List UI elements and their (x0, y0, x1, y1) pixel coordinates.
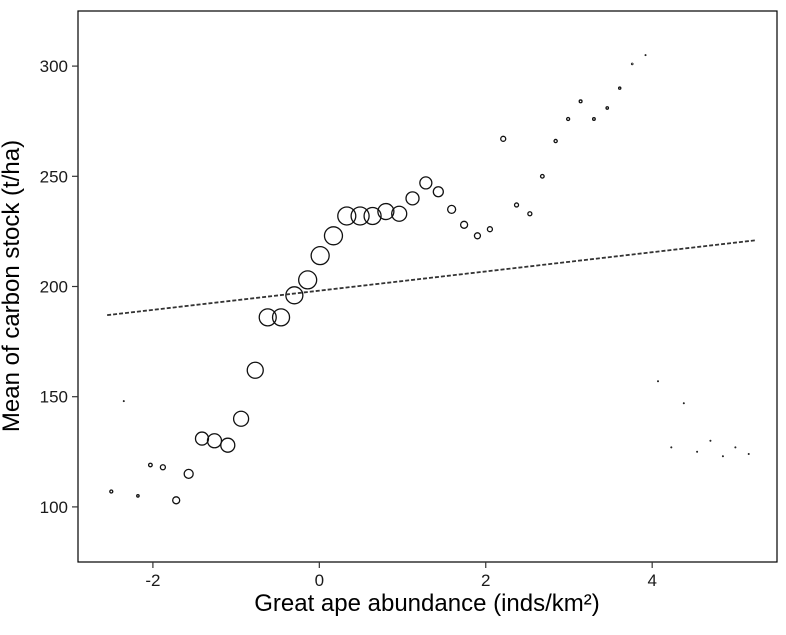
data-point-8 (206, 433, 223, 449)
y-axis: 100 150 200 250 300 (40, 57, 78, 517)
data-point-24 (419, 176, 433, 190)
x-tick-label-2: 2 (481, 571, 490, 590)
data-point-33 (539, 173, 545, 179)
fit-line (107, 239, 757, 317)
data-point-9 (220, 437, 236, 453)
data-point-44 (682, 402, 685, 405)
y-tick-label-0: 100 (40, 498, 68, 517)
data-point-43 (670, 446, 673, 449)
data-point-29 (486, 226, 494, 233)
data-point-20 (363, 206, 382, 226)
data-point-34 (553, 138, 558, 144)
data-point-32 (527, 211, 533, 217)
data-point-7 (194, 431, 210, 446)
data-point-12 (258, 308, 277, 327)
data-point-42 (657, 380, 660, 383)
y-tick-label-1: 150 (40, 388, 68, 407)
y-axis-title: Mean of carbon stock (t/ha) (0, 140, 25, 432)
data-point-19 (350, 206, 370, 226)
x-tick-label-0: -2 (145, 571, 160, 590)
y-tick-label-3: 250 (40, 167, 68, 186)
data-point-40 (630, 62, 634, 66)
data-point-28 (473, 232, 482, 240)
data-point-23 (405, 191, 420, 206)
data-point-38 (605, 106, 610, 110)
data-point-31 (513, 202, 520, 208)
plot-panel (77, 10, 778, 563)
data-point-41 (644, 54, 647, 57)
x-tick-label-1: 0 (315, 571, 324, 590)
data-point-22 (391, 205, 408, 222)
data-point-11 (246, 361, 264, 379)
points-layer (109, 54, 750, 505)
x-axis: -2 0 2 4 (145, 562, 657, 590)
data-point-21 (377, 202, 395, 221)
x-axis-title: Great ape abundance (inds/km²) (254, 590, 600, 617)
data-point-15 (298, 270, 318, 290)
data-point-26 (446, 204, 457, 215)
data-point-6 (183, 468, 194, 479)
data-point-2 (136, 494, 140, 498)
data-point-5 (172, 496, 181, 505)
data-point-47 (721, 455, 724, 458)
data-point-0 (109, 489, 114, 494)
data-point-17 (323, 226, 344, 246)
data-point-49 (747, 452, 750, 455)
data-point-4 (159, 464, 167, 471)
data-point-25 (432, 186, 444, 198)
data-point-36 (578, 99, 583, 104)
data-point-39 (617, 86, 622, 90)
data-point-46 (709, 439, 712, 442)
y-tick-label-2: 200 (40, 278, 68, 297)
data-point-18 (337, 206, 357, 226)
data-point-48 (734, 446, 737, 449)
data-point-35 (565, 116, 571, 122)
y-tick-label-4: 300 (40, 57, 68, 76)
data-point-16 (310, 245, 330, 266)
data-point-1 (122, 400, 125, 403)
data-point-37 (591, 117, 596, 121)
data-point-10 (232, 410, 250, 427)
data-point-14 (285, 286, 304, 305)
data-point-30 (500, 135, 507, 142)
data-point-3 (147, 462, 153, 468)
data-point-27 (459, 220, 469, 229)
data-point-45 (696, 450, 699, 453)
data-point-13 (271, 308, 291, 327)
x-tick-label-3: 4 (647, 571, 656, 590)
